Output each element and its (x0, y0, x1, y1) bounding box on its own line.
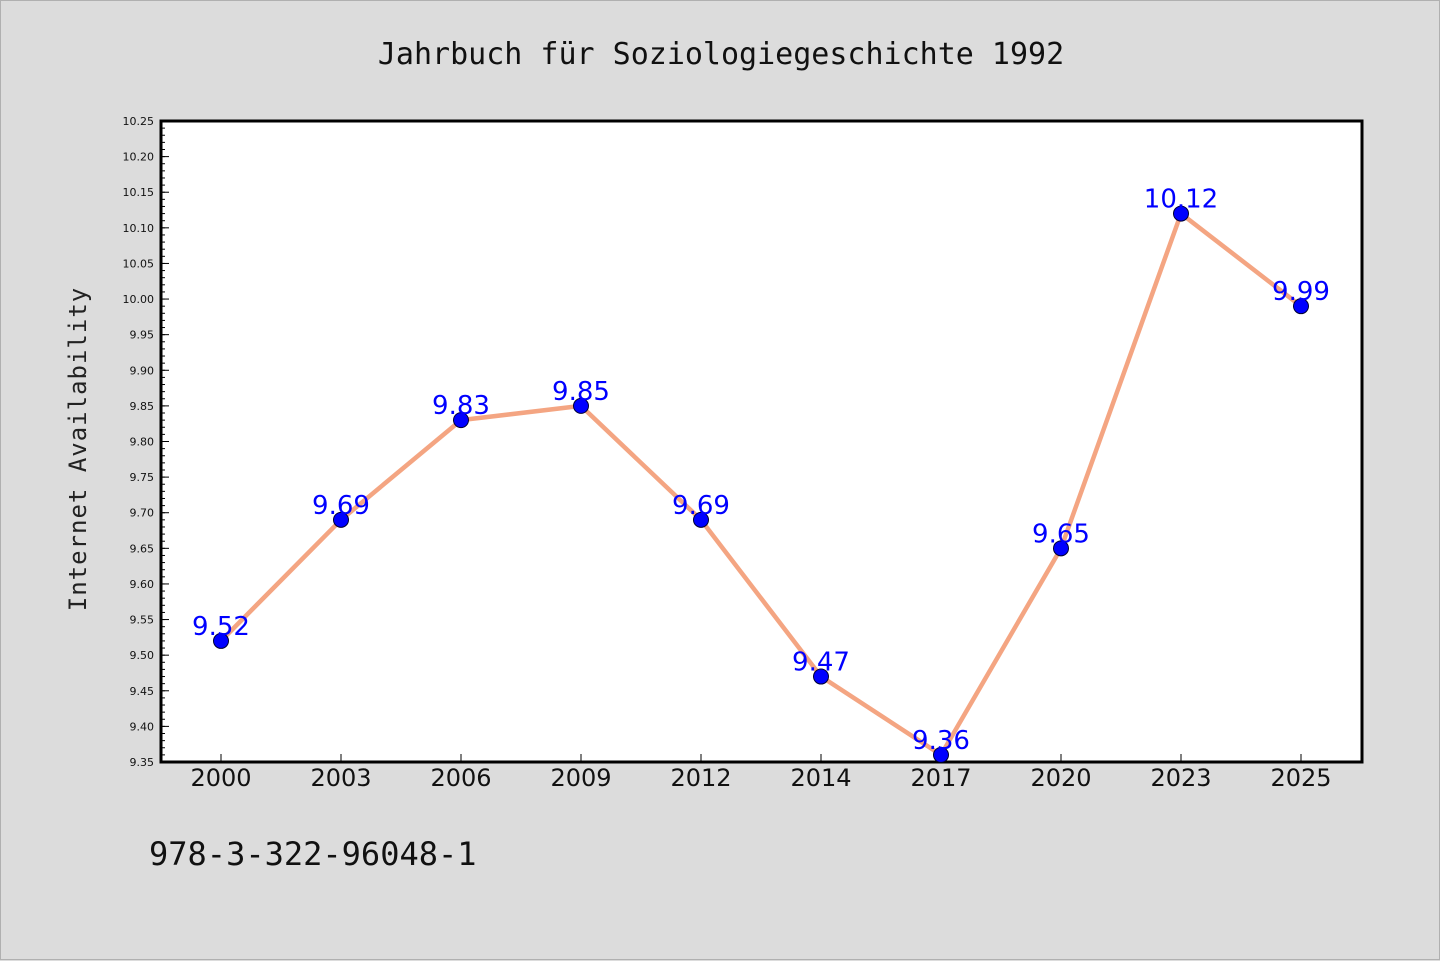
data-label: 10.12 (1144, 185, 1218, 215)
y-tick-label: 9.35 (130, 756, 155, 769)
data-point (933, 746, 949, 763)
data-label: 9.36 (912, 726, 970, 756)
y-tick-label: 10.10 (123, 222, 155, 235)
data-point (1173, 205, 1189, 222)
x-tick-label: 2017 (910, 764, 971, 792)
x-tick-label: 2020 (1030, 764, 1091, 792)
data-point (693, 511, 709, 528)
y-tick-label: 9.50 (130, 649, 155, 662)
y-tick-label: 9.90 (130, 364, 155, 377)
y-tick-label: 9.40 (130, 720, 155, 733)
data-label: 9.69 (672, 491, 730, 521)
data-label: 9.69 (312, 491, 370, 521)
data-label: 9.99 (1272, 277, 1330, 307)
x-tick-label: 2006 (430, 764, 491, 792)
x-tick-label: 2025 (1270, 764, 1331, 792)
y-tick-label: 9.45 (130, 685, 155, 698)
y-tick-label: 9.85 (130, 400, 155, 413)
x-tick-label: 2009 (550, 764, 611, 792)
x-tick-label: 2023 (1150, 764, 1211, 792)
y-tick-label: 9.60 (130, 578, 155, 591)
series-layer (213, 205, 1309, 763)
y-tick-label: 9.95 (130, 329, 155, 342)
data-point (333, 511, 349, 528)
data-point (1293, 298, 1309, 315)
x-tick-label: 2003 (310, 764, 371, 792)
data-label: 9.47 (792, 648, 850, 678)
y-tick-label: 10.25 (123, 115, 155, 128)
x-tick-label: 2000 (190, 764, 251, 792)
y-tick-label: 10.20 (123, 151, 155, 164)
data-label: 9.83 (432, 391, 490, 421)
x-tick-label: 2012 (670, 764, 731, 792)
series-line (218, 211, 1304, 758)
chart-title: Jahrbuch für Soziologiegeschichte 1992 (378, 37, 1064, 72)
x-axis-ticks: 2000 2003 2006 2009 2012 2014 2017 2020 2023 2025 (190, 754, 1332, 792)
data-label: 9.85 (552, 377, 610, 407)
data-point (1053, 540, 1069, 557)
y-tick-label: 9.80 (130, 436, 155, 449)
data-point (213, 632, 229, 649)
data-point (813, 668, 829, 685)
y-tick-label: 10.15 (123, 186, 155, 199)
data-point (573, 397, 589, 414)
y-tick-label: 10.00 (123, 293, 155, 306)
isbn-footer: 978-3-322-96048-1 (149, 835, 477, 873)
data-label-layer: 9.52 9.69 9.83 9.85 9.69 9.47 9.36 9.65 10.12 9.9… (192, 185, 1330, 756)
x-tick-label: 2014 (790, 764, 851, 792)
y-tick-label: 9.75 (130, 471, 155, 484)
data-point (453, 412, 469, 429)
y-tick-label: 10.05 (123, 257, 155, 270)
y-axis-label: Internet Availability (64, 287, 92, 611)
data-label: 9.52 (192, 612, 250, 642)
data-label: 9.65 (1032, 519, 1090, 549)
y-tick-label: 9.65 (130, 542, 155, 555)
plot-area (159, 119, 1364, 764)
y-tick-label: 9.55 (130, 614, 155, 627)
y-axis-ticks: 9.35 9.40 9.45 9.50 9.55 9.60 9.65 9.70 9.75 9.80… (123, 115, 169, 769)
y-tick-label: 9.70 (130, 507, 155, 520)
